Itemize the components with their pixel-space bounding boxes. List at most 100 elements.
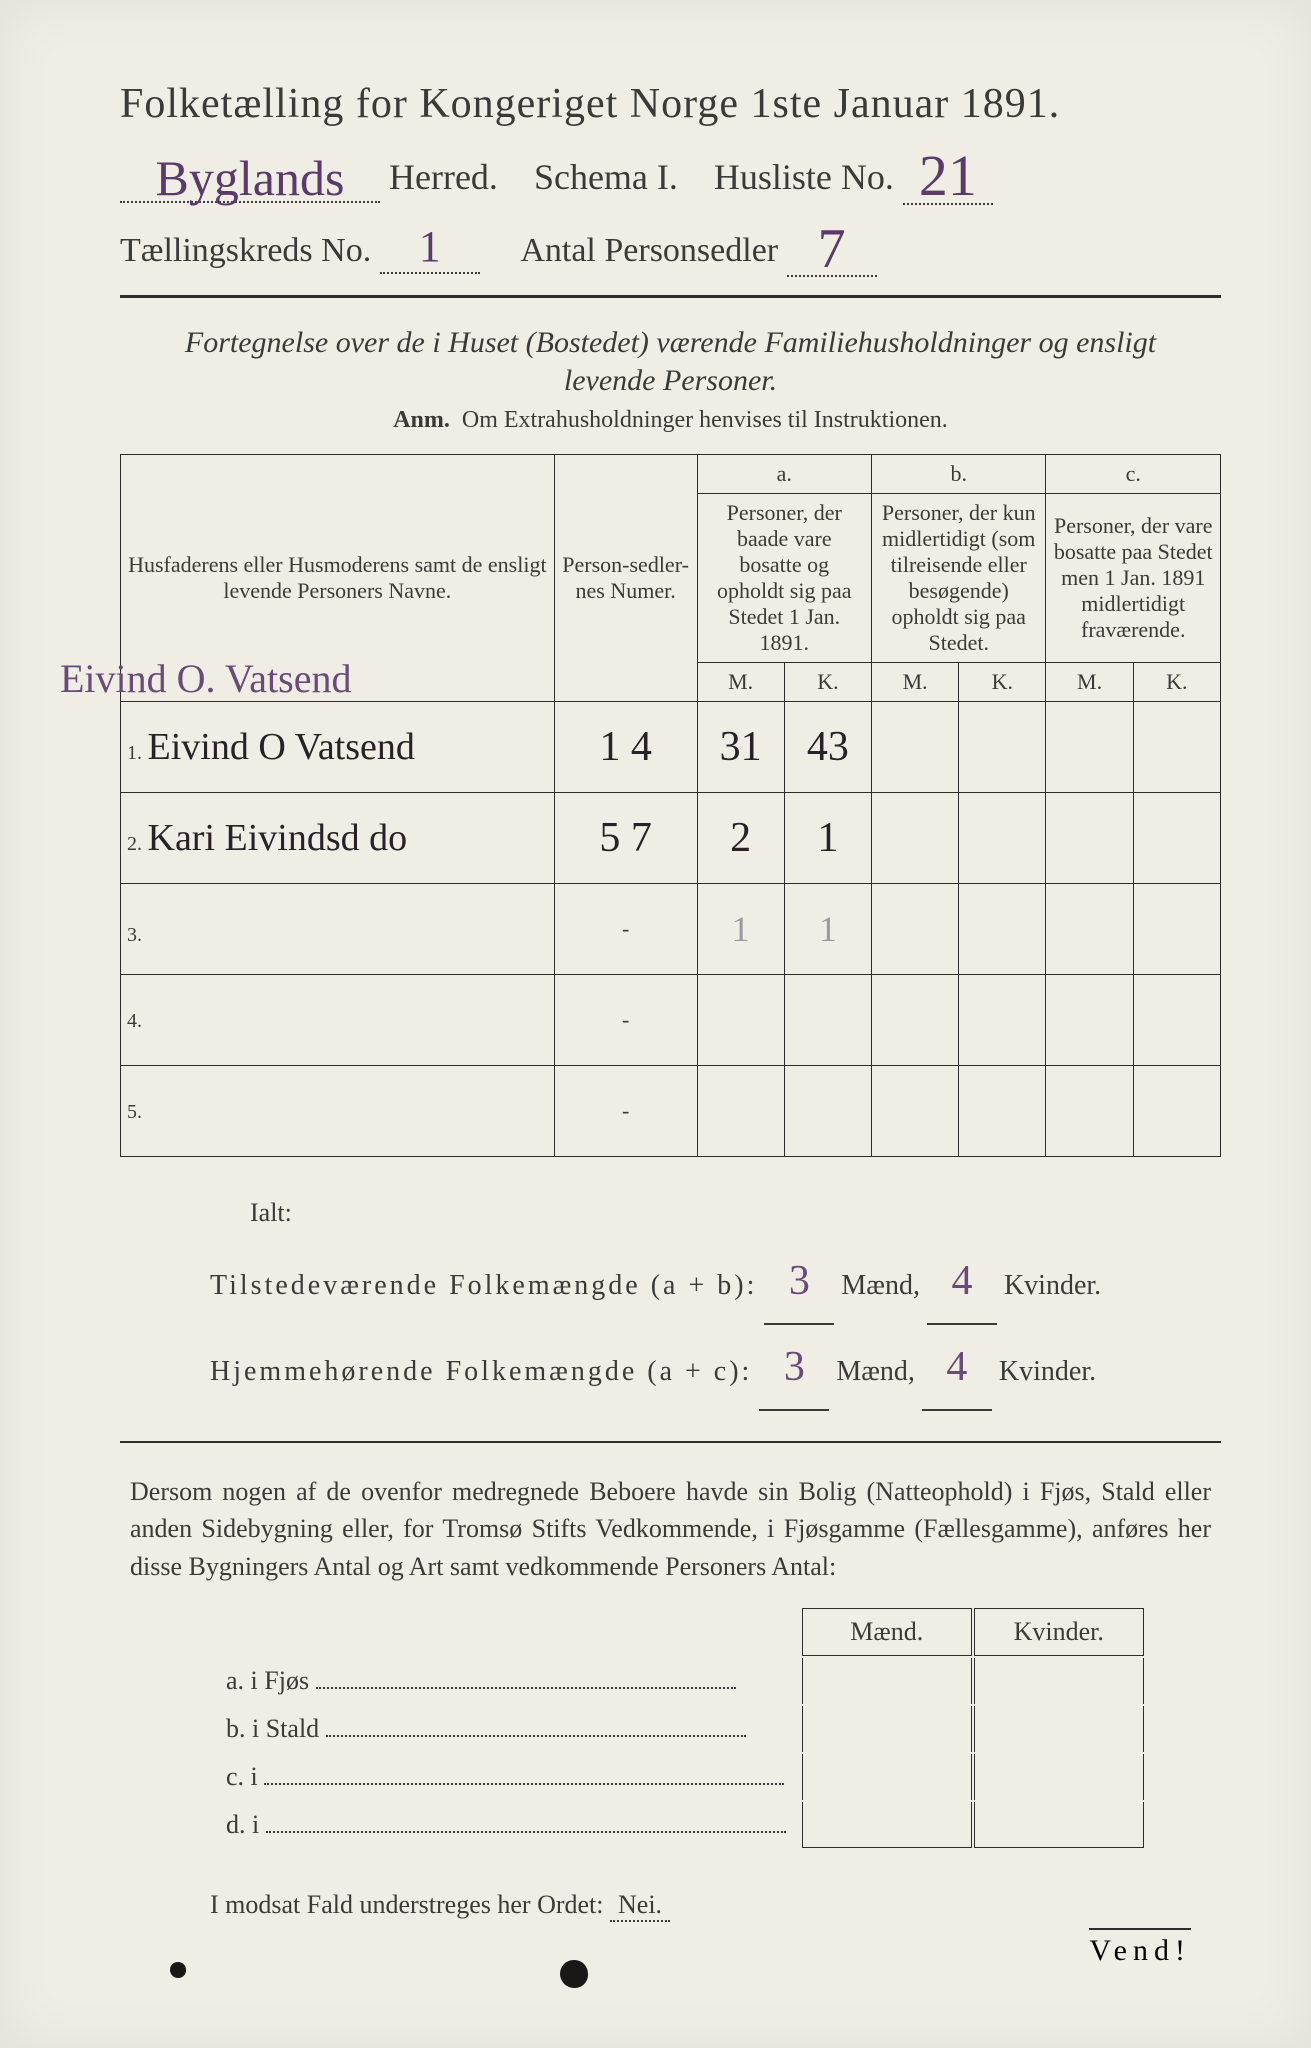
- subtitle-line1: Fortegnelse over de i Huset (Bostedet) v…: [185, 326, 1156, 359]
- col-head-a: Personer, der baade vare bosatte og opho…: [697, 494, 871, 663]
- tilstede-label: Tilstedeværende Folkemængde (a + b):: [210, 1270, 757, 1301]
- table-row: 1. Eivind O Vatsend 1 4 31 43: [121, 701, 1221, 792]
- kreds-label: Tællingskreds No.: [120, 232, 371, 269]
- cell-aK: 1: [817, 815, 838, 861]
- cell-cM: [1046, 701, 1133, 792]
- side-maend-head: Mænd.: [802, 1608, 972, 1656]
- husliste-value: 21: [919, 143, 977, 208]
- col-c-m: M.: [1046, 662, 1133, 701]
- kreds-value: 1: [419, 222, 441, 271]
- subtitle-line2: levende Personer.: [564, 364, 777, 397]
- cell-cK: [1133, 792, 1220, 883]
- title-prefix: Folketælling for Kongeriget Norge 1ste J…: [120, 81, 949, 127]
- maend-label: Mænd,: [841, 1270, 920, 1301]
- col-head-numer: Person-sedler-nes Numer.: [554, 455, 697, 702]
- ab-kvinder: 4: [951, 1258, 972, 1304]
- col-b-m: M.: [872, 662, 959, 701]
- cell-aM: 2: [730, 815, 751, 861]
- cell-bK: [959, 792, 1046, 883]
- cell-cK: [1133, 701, 1220, 792]
- title-year: 1891.: [961, 81, 1061, 127]
- row-numer: -: [554, 1065, 697, 1156]
- cell-aM: 31: [720, 724, 762, 770]
- col-group-b: b.: [872, 455, 1046, 494]
- cell-aK: [784, 974, 871, 1065]
- nei-text: I modsat Fald understreges her Ordet:: [210, 1890, 604, 1919]
- building-table: Mænd. Kvinder. a. i Fjøs b. i Stald c. i…: [210, 1606, 1146, 1850]
- table-row: 2. Kari Eivindsd do 5 7 2 1: [121, 792, 1221, 883]
- cell-aM: [697, 974, 784, 1065]
- cell-cK: [1133, 974, 1220, 1065]
- side-a: a. i Fjøs: [226, 1666, 309, 1695]
- maend-label: Mænd,: [836, 1356, 915, 1387]
- ac-maend: 3: [784, 1344, 805, 1390]
- side-b: b. i Stald: [226, 1714, 319, 1743]
- cell-bM: [872, 883, 959, 974]
- page-title: Folketælling for Kongeriget Norge 1ste J…: [120, 80, 1221, 128]
- building-paragraph: Dersom nogen af de ovenfor medregnede Be…: [130, 1473, 1211, 1586]
- row-numer: 1 4: [599, 724, 652, 770]
- header-line-2: Byglands Herred. Schema I. Husliste No. …: [120, 136, 1221, 205]
- personsedler-value: 7: [818, 218, 846, 280]
- row-name: Eivind O Vatsend: [148, 726, 415, 768]
- row-numer: -: [554, 883, 697, 974]
- census-table: Husfaderens eller Husmoderens samt de en…: [120, 454, 1221, 1157]
- anm-text: Om Extrahusholdninger henvises til Instr…: [462, 407, 948, 433]
- nei-value: Nei.: [610, 1890, 670, 1922]
- cell-bM: [872, 1065, 959, 1156]
- hjemme-label: Hjemmehørende Folkemængde (a + c):: [210, 1356, 752, 1387]
- herred-value: Byglands: [156, 150, 345, 206]
- table-row: 5. -: [121, 1065, 1221, 1156]
- cell-cM: [1046, 974, 1133, 1065]
- ialt-label: Ialt:: [250, 1187, 1221, 1239]
- col-head-c: Personer, der vare bosatte paa Stedet me…: [1046, 494, 1221, 663]
- side-d: d. i: [226, 1810, 259, 1839]
- ab-maend: 3: [789, 1258, 810, 1304]
- totals-block: Ialt: Tilstedeværende Folkemængde (a + b…: [210, 1187, 1221, 1411]
- col-group-a: a.: [697, 455, 871, 494]
- cell-bK: [959, 974, 1046, 1065]
- census-form-page: Folketælling for Kongeriget Norge 1ste J…: [0, 0, 1311, 2048]
- cell-aK: [784, 1065, 871, 1156]
- cell-cM: [1046, 883, 1133, 974]
- cell-aM: 1: [732, 909, 750, 949]
- cell-bK: [959, 701, 1046, 792]
- husliste-label: Husliste No.: [714, 157, 894, 197]
- kvinder-label: Kvinder.: [1004, 1270, 1101, 1301]
- household-head-name: Eivind O. Vatsend: [60, 655, 351, 702]
- cell-bM: [872, 792, 959, 883]
- herred-label: Herred.: [389, 157, 498, 197]
- col-c-k: K.: [1133, 662, 1220, 701]
- col-a-k: K.: [784, 662, 871, 701]
- vend-label: Vend!: [1089, 1928, 1191, 1968]
- header-line-3: Tællingskreds No. 1 Antal Personsedler 7: [120, 211, 1221, 277]
- ac-kvinder: 4: [946, 1344, 967, 1390]
- ink-blot-icon: [560, 1960, 588, 1988]
- row-name: Kari Eivindsd do: [148, 817, 408, 859]
- cell-cM: [1046, 792, 1133, 883]
- table-row: 4. -: [121, 974, 1221, 1065]
- cell-bK: [959, 1065, 1046, 1156]
- cell-bM: [872, 701, 959, 792]
- col-head-b: Personer, der kun midlertidigt (som tilr…: [872, 494, 1046, 663]
- col-b-k: K.: [959, 662, 1046, 701]
- rule-divider-2: [120, 1441, 1221, 1443]
- row-numer: -: [554, 974, 697, 1065]
- cell-aM: [697, 1065, 784, 1156]
- col-group-c: c.: [1046, 455, 1221, 494]
- cell-cM: [1046, 1065, 1133, 1156]
- side-kvinder-head: Kvinder.: [974, 1608, 1144, 1656]
- row-numer: 5 7: [599, 815, 652, 861]
- anm-label: Anm.: [393, 407, 450, 433]
- ink-blot-icon: [170, 1962, 186, 1978]
- cell-cK: [1133, 1065, 1220, 1156]
- personsedler-label: Antal Personsedler: [520, 232, 778, 269]
- table-row: 3. - 1 1: [121, 883, 1221, 974]
- cell-cK: [1133, 883, 1220, 974]
- cell-aK: 1: [819, 909, 837, 949]
- anm-note: Anm. Om Extrahusholdninger henvises til …: [120, 407, 1221, 434]
- col-a-m: M.: [697, 662, 784, 701]
- kvinder-label: Kvinder.: [999, 1356, 1096, 1387]
- schema-label: Schema I.: [534, 157, 678, 197]
- side-c: c. i: [226, 1762, 258, 1791]
